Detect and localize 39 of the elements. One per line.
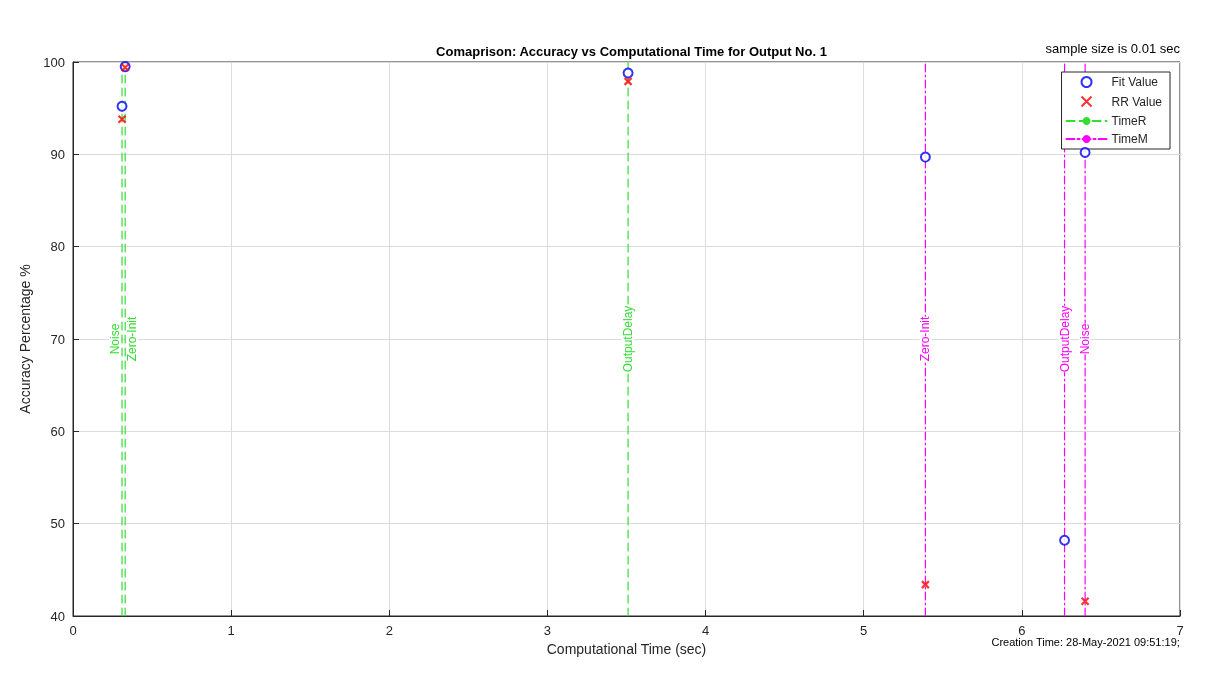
point: [623, 76, 633, 86]
x-tick-label: 3: [543, 623, 552, 638]
x-axis-title: Computational Time (sec): [546, 641, 707, 657]
legend-label: TimeM: [1111, 132, 1148, 146]
y-tick-label: 100: [43, 54, 65, 70]
point: [1080, 596, 1090, 606]
y-tick-label: 70: [50, 331, 65, 347]
annotation: OutputDelay: [1057, 305, 1072, 373]
x-tick-label: 4: [701, 623, 710, 638]
point: [116, 100, 128, 112]
point: [920, 580, 930, 590]
legend-label: RR Value: [1111, 94, 1163, 109]
text: Creation Time: 28-May-2021 09:51:19;: [991, 635, 1180, 648]
x-tick-label: 5: [860, 623, 868, 638]
x-tick-label: 7: [1176, 623, 1184, 638]
y-tick-label: 80: [50, 239, 65, 255]
y-tick-label: 50: [50, 516, 65, 532]
y-axis-title: Accuracy Percentage %: [17, 264, 34, 414]
point: [117, 114, 127, 124]
chart-title: Comaprison: Accuracy vs Computational Time for Output No. 1: [436, 44, 827, 59]
x-tick-label: 2: [385, 623, 393, 638]
point: [919, 151, 931, 163]
y-tick-label: 60: [50, 423, 65, 439]
annotation: Zero-Init: [918, 316, 933, 362]
legend-label: Fit Value: [1111, 75, 1159, 89]
x-tick-label: 1: [227, 623, 235, 638]
y-tick-label: 40: [50, 608, 65, 624]
annotation: OutputDelay: [621, 305, 636, 373]
x-tick-label: 0: [69, 623, 77, 638]
annotation: Noise: [108, 323, 123, 355]
annotation: Noise: [1078, 323, 1093, 355]
y-tick-label: 90: [50, 146, 65, 162]
annotation: Zero-Init: [125, 316, 140, 362]
legend-label: TimeR: [1111, 114, 1147, 128]
point: [1079, 146, 1091, 158]
text: sample size is 0.01 sec: [1045, 41, 1181, 56]
x-tick-label: 6: [1018, 623, 1026, 638]
point: [622, 67, 634, 79]
point: [1059, 534, 1071, 546]
